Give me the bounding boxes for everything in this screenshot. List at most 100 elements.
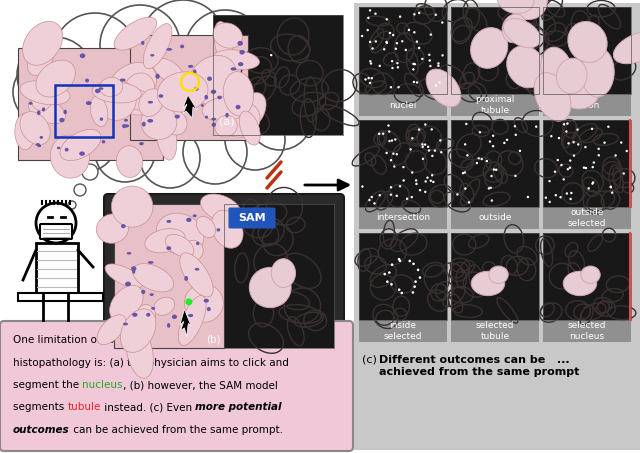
Ellipse shape: [147, 119, 153, 123]
Ellipse shape: [65, 148, 68, 152]
Ellipse shape: [166, 246, 171, 250]
Polygon shape: [183, 95, 197, 118]
Ellipse shape: [201, 104, 204, 107]
Circle shape: [566, 192, 568, 195]
Circle shape: [379, 194, 381, 197]
Ellipse shape: [57, 147, 60, 149]
Ellipse shape: [213, 79, 239, 107]
Circle shape: [548, 180, 551, 183]
Text: outside: outside: [478, 213, 512, 222]
Ellipse shape: [213, 23, 243, 48]
Ellipse shape: [125, 124, 129, 127]
Ellipse shape: [188, 65, 193, 68]
Circle shape: [611, 192, 613, 194]
Circle shape: [369, 82, 371, 84]
Circle shape: [614, 154, 617, 157]
Ellipse shape: [564, 82, 598, 109]
Circle shape: [418, 128, 420, 131]
Text: Different outcomes can be   ...
achieved from the same prompt: Different outcomes can be ... achieved f…: [379, 355, 579, 376]
Ellipse shape: [156, 74, 160, 79]
FancyBboxPatch shape: [451, 207, 539, 229]
Ellipse shape: [497, 0, 534, 14]
Ellipse shape: [139, 89, 163, 116]
Ellipse shape: [132, 264, 173, 292]
FancyBboxPatch shape: [18, 293, 103, 301]
Circle shape: [25, 85, 91, 151]
Circle shape: [481, 158, 483, 160]
Ellipse shape: [79, 151, 85, 156]
FancyBboxPatch shape: [114, 204, 334, 348]
FancyBboxPatch shape: [224, 204, 334, 348]
Ellipse shape: [100, 77, 123, 96]
Circle shape: [431, 128, 433, 130]
Ellipse shape: [138, 304, 156, 326]
Circle shape: [397, 258, 401, 260]
Ellipse shape: [193, 214, 196, 217]
Text: more potential: more potential: [195, 403, 282, 413]
FancyBboxPatch shape: [543, 233, 631, 320]
Circle shape: [570, 192, 573, 194]
Circle shape: [270, 54, 273, 56]
Ellipse shape: [195, 268, 199, 270]
Circle shape: [563, 178, 565, 181]
Circle shape: [591, 166, 594, 168]
FancyBboxPatch shape: [130, 35, 248, 140]
Ellipse shape: [107, 63, 157, 110]
FancyBboxPatch shape: [543, 7, 631, 94]
Circle shape: [468, 201, 470, 203]
FancyBboxPatch shape: [451, 320, 539, 342]
Ellipse shape: [188, 314, 193, 317]
Ellipse shape: [99, 87, 104, 90]
Ellipse shape: [534, 72, 571, 121]
Circle shape: [625, 150, 628, 152]
Ellipse shape: [105, 264, 143, 288]
Ellipse shape: [141, 105, 177, 140]
Circle shape: [583, 166, 585, 169]
Ellipse shape: [125, 282, 131, 286]
Circle shape: [385, 152, 388, 154]
Ellipse shape: [180, 253, 213, 297]
Circle shape: [442, 54, 444, 57]
Ellipse shape: [90, 96, 108, 126]
Ellipse shape: [28, 41, 54, 75]
Circle shape: [391, 263, 394, 266]
Circle shape: [403, 179, 405, 182]
Ellipse shape: [211, 118, 216, 120]
Ellipse shape: [216, 228, 220, 231]
Circle shape: [424, 191, 426, 193]
Ellipse shape: [154, 297, 175, 315]
Ellipse shape: [145, 229, 185, 253]
Ellipse shape: [271, 259, 296, 288]
Ellipse shape: [211, 210, 243, 248]
Circle shape: [389, 32, 391, 34]
Circle shape: [391, 60, 394, 63]
Ellipse shape: [207, 77, 212, 81]
Circle shape: [370, 63, 372, 65]
Circle shape: [591, 183, 594, 185]
Circle shape: [411, 171, 413, 173]
Circle shape: [431, 155, 433, 157]
Ellipse shape: [109, 78, 159, 115]
Text: (a): (a): [219, 117, 235, 127]
Ellipse shape: [109, 285, 143, 322]
FancyBboxPatch shape: [543, 94, 631, 116]
Circle shape: [74, 184, 86, 196]
FancyBboxPatch shape: [104, 194, 344, 362]
Ellipse shape: [116, 146, 143, 178]
FancyBboxPatch shape: [359, 7, 447, 94]
FancyBboxPatch shape: [359, 207, 447, 229]
FancyBboxPatch shape: [543, 207, 631, 229]
Circle shape: [566, 122, 568, 125]
Circle shape: [557, 159, 559, 161]
Circle shape: [385, 41, 388, 43]
Circle shape: [426, 177, 429, 179]
Circle shape: [506, 139, 508, 141]
Circle shape: [401, 40, 403, 43]
Ellipse shape: [250, 267, 291, 308]
Ellipse shape: [124, 73, 155, 107]
Ellipse shape: [20, 81, 70, 105]
Ellipse shape: [131, 266, 136, 271]
Circle shape: [438, 81, 440, 84]
Circle shape: [378, 65, 381, 67]
FancyBboxPatch shape: [213, 15, 343, 135]
